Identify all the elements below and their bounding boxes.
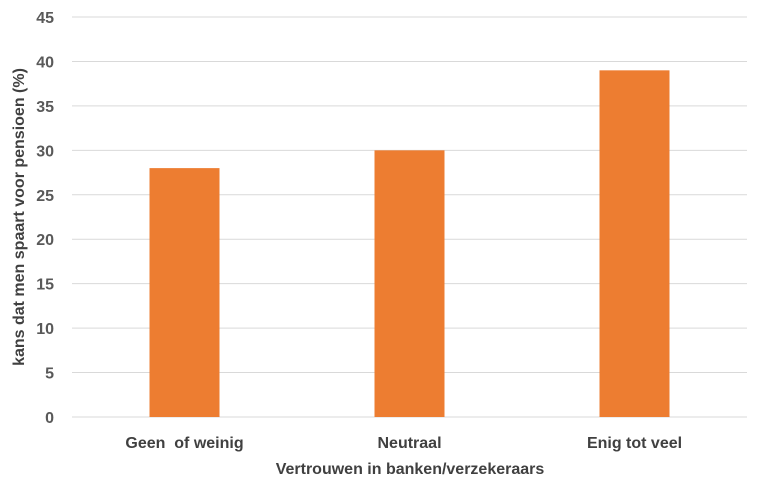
bar: [599, 70, 670, 417]
x-category-label: Neutraal: [377, 435, 441, 452]
y-tick-label: 15: [36, 277, 54, 294]
y-tick-label: 25: [36, 188, 54, 205]
x-axis-categories: Geen of weinig Neutraal Enig tot veel: [125, 435, 682, 452]
y-tick-label: 5: [45, 366, 54, 383]
y-tick-label: 40: [36, 54, 54, 71]
x-category-label: Geen of weinig: [125, 435, 243, 452]
y-tick-label: 45: [36, 10, 54, 27]
bar: [374, 150, 445, 418]
x-axis-title: Vertrouwen in banken/verzekeraars: [276, 461, 545, 478]
y-tick-label: 35: [36, 99, 54, 116]
bars: [149, 70, 670, 418]
y-tick-label: 10: [36, 321, 54, 338]
y-axis-ticks: 0 5 10 15 20 25 30 35 40 45: [36, 10, 54, 427]
y-tick-label: 20: [36, 232, 54, 249]
x-category-label: Enig tot veel: [587, 435, 682, 452]
y-axis-title: kans dat men spaart voor pensioen (%): [11, 68, 28, 366]
bar: [149, 168, 220, 417]
y-tick-label: 0: [45, 410, 54, 427]
y-tick-label: 30: [36, 143, 54, 160]
